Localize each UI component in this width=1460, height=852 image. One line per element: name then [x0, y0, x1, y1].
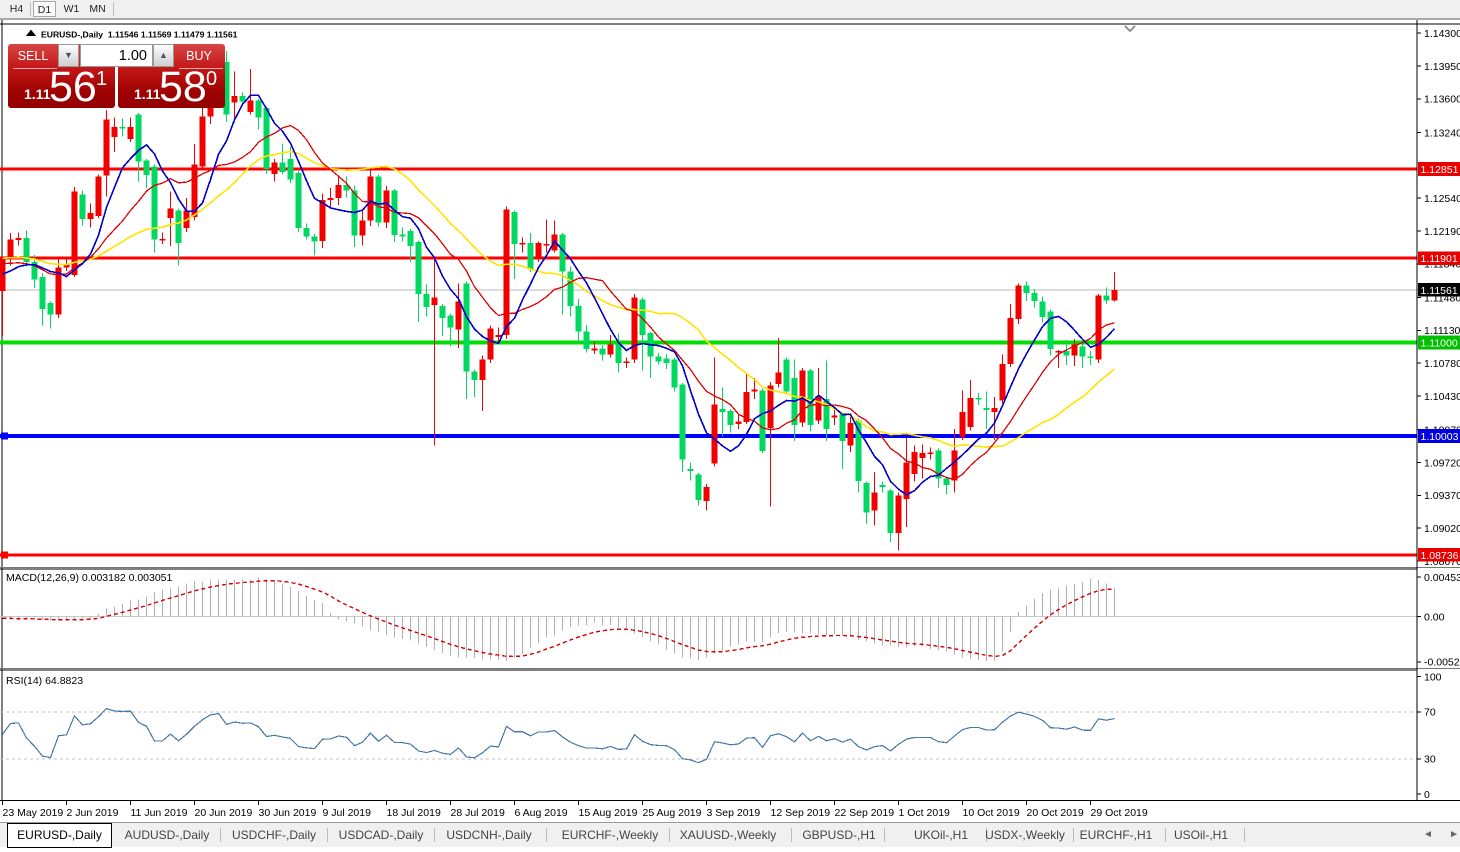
svg-text:3 Sep 2019: 3 Sep 2019	[707, 807, 761, 819]
svg-text:30 Jun 2019: 30 Jun 2019	[259, 807, 317, 819]
svg-text:1.09720: 1.09720	[1424, 457, 1460, 469]
svg-text:MACD(12,26,9) 0.003182 0.00305: MACD(12,26,9) 0.003182 0.003051	[6, 572, 173, 584]
svg-text:15 Aug 2019: 15 Aug 2019	[579, 807, 638, 819]
svg-text:11 Jun 2019: 11 Jun 2019	[131, 807, 188, 819]
svg-text:1.11901: 1.11901	[1421, 253, 1458, 265]
svg-text:22 Sep 2019: 22 Sep 2019	[835, 807, 895, 819]
svg-text:12 Sep 2019: 12 Sep 2019	[771, 807, 831, 819]
svg-text:1.13600: 1.13600	[1424, 94, 1460, 106]
svg-text:25 Aug 2019: 25 Aug 2019	[643, 807, 702, 819]
svg-text:EURUSD-,Daily 1.11546 1.11569: EURUSD-,Daily 1.11546 1.11569 1.11479 1.…	[41, 30, 238, 40]
svg-text:1.10430: 1.10430	[1424, 391, 1460, 403]
svg-text:0: 0	[1424, 789, 1430, 801]
svg-text:1.08736: 1.08736	[1421, 550, 1459, 562]
svg-text:-0.005205: -0.005205	[1424, 657, 1460, 669]
svg-text:70: 70	[1424, 707, 1436, 719]
svg-text:6 Aug 2019: 6 Aug 2019	[515, 807, 568, 819]
svg-text:1 Oct 2019: 1 Oct 2019	[899, 807, 951, 819]
svg-text:1.12851: 1.12851	[1421, 164, 1459, 176]
svg-text:1.12540: 1.12540	[1424, 193, 1460, 205]
svg-text:20 Oct 2019: 20 Oct 2019	[1027, 807, 1084, 819]
svg-text:1.11130: 1.11130	[1424, 325, 1460, 337]
svg-text:1.10003: 1.10003	[1421, 431, 1459, 443]
svg-text:1.11000: 1.11000	[1421, 338, 1458, 350]
svg-text:0.00: 0.00	[1424, 611, 1445, 623]
svg-text:RSI(14) 64.8823: RSI(14) 64.8823	[6, 675, 83, 687]
svg-text:0.004536: 0.004536	[1424, 572, 1460, 584]
svg-text:29 Oct 2019: 29 Oct 2019	[1091, 807, 1148, 819]
svg-text:100: 100	[1424, 671, 1442, 683]
svg-text:23 May 2019: 23 May 2019	[3, 807, 64, 819]
svg-text:2 Jun 2019: 2 Jun 2019	[67, 807, 119, 819]
svg-text:1.12190: 1.12190	[1424, 226, 1460, 238]
svg-text:18 Jul 2019: 18 Jul 2019	[387, 807, 441, 819]
svg-text:1.10780: 1.10780	[1424, 358, 1460, 370]
svg-text:1.09020: 1.09020	[1424, 523, 1460, 535]
svg-text:1.11561: 1.11561	[1421, 285, 1458, 297]
svg-text:1.14300: 1.14300	[1424, 28, 1460, 40]
svg-text:10 Oct 2019: 10 Oct 2019	[963, 807, 1020, 819]
svg-text:1.09370: 1.09370	[1424, 490, 1460, 502]
svg-text:1.13950: 1.13950	[1424, 61, 1460, 73]
svg-text:1.13240: 1.13240	[1424, 127, 1460, 139]
svg-text:30: 30	[1424, 754, 1436, 766]
svg-text:28 Jul 2019: 28 Jul 2019	[451, 807, 505, 819]
svg-text:9 Jul 2019: 9 Jul 2019	[323, 807, 372, 819]
svg-text:20 Jun 2019: 20 Jun 2019	[195, 807, 253, 819]
